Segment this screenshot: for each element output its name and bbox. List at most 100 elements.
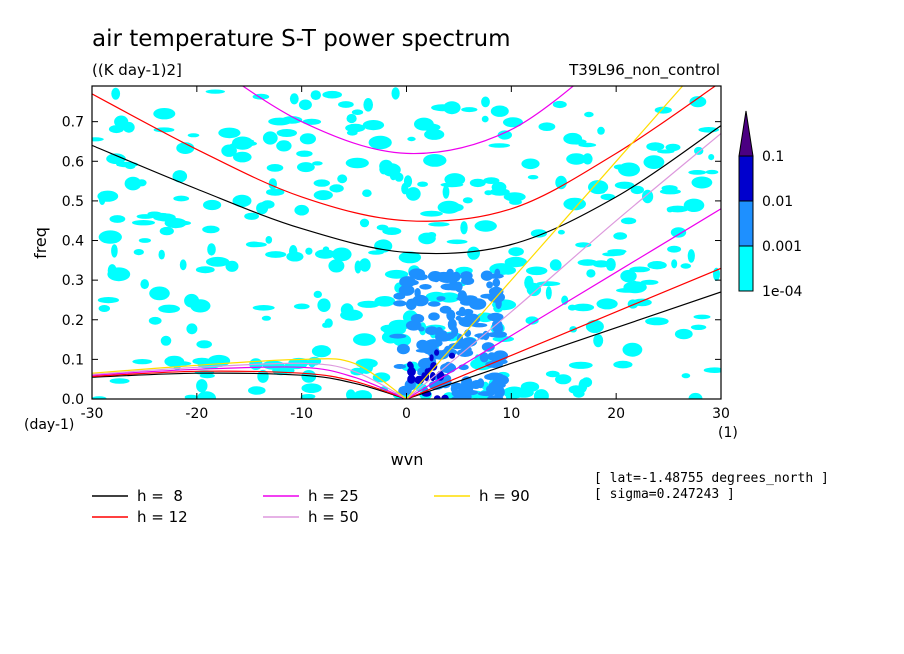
spectrum-cell bbox=[393, 292, 406, 300]
spectrum-cell bbox=[98, 230, 122, 244]
spectrum-cell bbox=[462, 197, 473, 204]
y-tick-label: 0.4 bbox=[62, 234, 84, 250]
spectrum-cell bbox=[312, 161, 323, 166]
spectrum-cell bbox=[408, 268, 425, 279]
spectrum-cell bbox=[248, 242, 267, 248]
spectrum-cell bbox=[276, 140, 292, 152]
spectrum-cell bbox=[244, 212, 259, 220]
y-tick-label: 0.5 bbox=[62, 194, 84, 210]
spectrum-cell bbox=[545, 370, 560, 378]
spectrum-cell bbox=[196, 379, 208, 393]
colorbar-label: 0.001 bbox=[762, 239, 802, 255]
spectrum-cell bbox=[346, 113, 357, 124]
spectrum-cell bbox=[605, 258, 616, 271]
spectrum-cell bbox=[483, 177, 500, 185]
spectrum-cell bbox=[153, 127, 175, 133]
spectrum-cell bbox=[508, 247, 524, 257]
spectrum-cell bbox=[172, 170, 188, 183]
spectrum-cell bbox=[617, 362, 631, 368]
spectrum-cell bbox=[705, 169, 719, 175]
spectrum-cell bbox=[281, 116, 303, 124]
spectrum-cell bbox=[425, 339, 443, 348]
spectrum-cell bbox=[520, 381, 540, 392]
spectrum-cell bbox=[530, 229, 548, 238]
spectrum-cell bbox=[405, 298, 417, 310]
spectrum-cell bbox=[286, 251, 304, 262]
spectrum-cell bbox=[160, 335, 172, 346]
spectrum-cell bbox=[434, 349, 440, 356]
spectrum-cell bbox=[147, 211, 162, 216]
spectrum-cell bbox=[427, 301, 441, 307]
curve-h25-ig bbox=[241, 86, 575, 155]
spectrum-cell bbox=[524, 275, 534, 290]
spectrum-cell bbox=[289, 93, 299, 105]
spectrum-cell bbox=[331, 247, 352, 262]
spectrum-cell bbox=[417, 181, 428, 187]
spectrum-cell bbox=[173, 220, 192, 226]
spectrum-cell bbox=[616, 288, 640, 293]
spectrum-cell bbox=[382, 227, 402, 236]
spectrum-cell bbox=[680, 263, 692, 269]
spectrum-cell bbox=[474, 220, 497, 232]
spectrum-cell bbox=[190, 299, 211, 313]
spectrum-cell bbox=[396, 343, 410, 355]
spectrum-cell bbox=[500, 265, 516, 275]
spectrum-cell bbox=[428, 222, 450, 227]
spectrum-cell bbox=[480, 270, 493, 281]
spectrum-cell bbox=[694, 146, 704, 155]
x-tick-label: -10 bbox=[290, 406, 313, 422]
spectrum-cell bbox=[442, 185, 450, 199]
spectrum-cell bbox=[526, 266, 548, 276]
spectrum-cell bbox=[132, 220, 155, 226]
spectrum-cell bbox=[322, 246, 330, 252]
spectrum-cell bbox=[196, 340, 212, 349]
spectrum-cell bbox=[297, 162, 315, 173]
spectrum-cell bbox=[389, 333, 407, 339]
spectrum-cell bbox=[497, 130, 512, 140]
spectrum-cell bbox=[398, 251, 422, 264]
spectrum-cell bbox=[136, 179, 147, 187]
spectrum-cell bbox=[503, 192, 526, 202]
spectrum-cell bbox=[472, 380, 484, 385]
spectrum-cell bbox=[420, 210, 443, 217]
spectrum-cell bbox=[708, 154, 715, 161]
spectrum-cell bbox=[359, 258, 371, 272]
spectrum-cell bbox=[446, 203, 464, 212]
spectrum-cell bbox=[448, 363, 455, 371]
spectrum-cell bbox=[357, 300, 380, 308]
spectrum-cell bbox=[527, 175, 539, 180]
spectrum-cell bbox=[491, 331, 507, 338]
curve-h90-mrg bbox=[92, 358, 407, 399]
spectrum-cell bbox=[443, 101, 461, 115]
spectrum-cell bbox=[424, 129, 445, 140]
spectrum-cell bbox=[461, 277, 475, 285]
spectrum-cell bbox=[503, 386, 526, 399]
spectrum-cell bbox=[107, 264, 117, 278]
plot-area: -30 -20 -10 0 10 20 30 0.00.10.20.30.40.50.60.… bbox=[62, 85, 730, 422]
spectrum-cell bbox=[647, 261, 667, 270]
spectrum-cell bbox=[563, 132, 583, 145]
spectrum-cell bbox=[460, 221, 468, 235]
spectrum-cell bbox=[674, 328, 693, 340]
spectrum-cell bbox=[266, 164, 284, 172]
spectrum-cell bbox=[464, 389, 479, 396]
spectrum-cell bbox=[665, 143, 681, 152]
spectrum-cell bbox=[578, 142, 597, 148]
spectrum-cell bbox=[98, 191, 106, 205]
x-tick-label: 30 bbox=[712, 406, 730, 422]
spectrum-cell bbox=[262, 131, 278, 145]
spectrum-cell bbox=[106, 153, 126, 164]
spectrum-cell bbox=[261, 315, 271, 321]
spectrum-cell bbox=[173, 195, 190, 202]
spectrum-cell bbox=[521, 158, 540, 170]
spectrum-cell bbox=[427, 232, 437, 239]
spectrum-cell bbox=[197, 391, 216, 399]
curve-h12-ig bbox=[92, 86, 717, 222]
spectrum-cell bbox=[301, 383, 322, 394]
spectrum-cell bbox=[407, 374, 416, 384]
spectrum-cell bbox=[683, 198, 705, 212]
spectrum-cell bbox=[384, 269, 409, 279]
spectrum-cell bbox=[407, 367, 416, 377]
curve-legend: h = 8 h = 12 h = 25 h = 50 h = 90 bbox=[92, 487, 530, 526]
spectrum-cell bbox=[407, 136, 416, 142]
